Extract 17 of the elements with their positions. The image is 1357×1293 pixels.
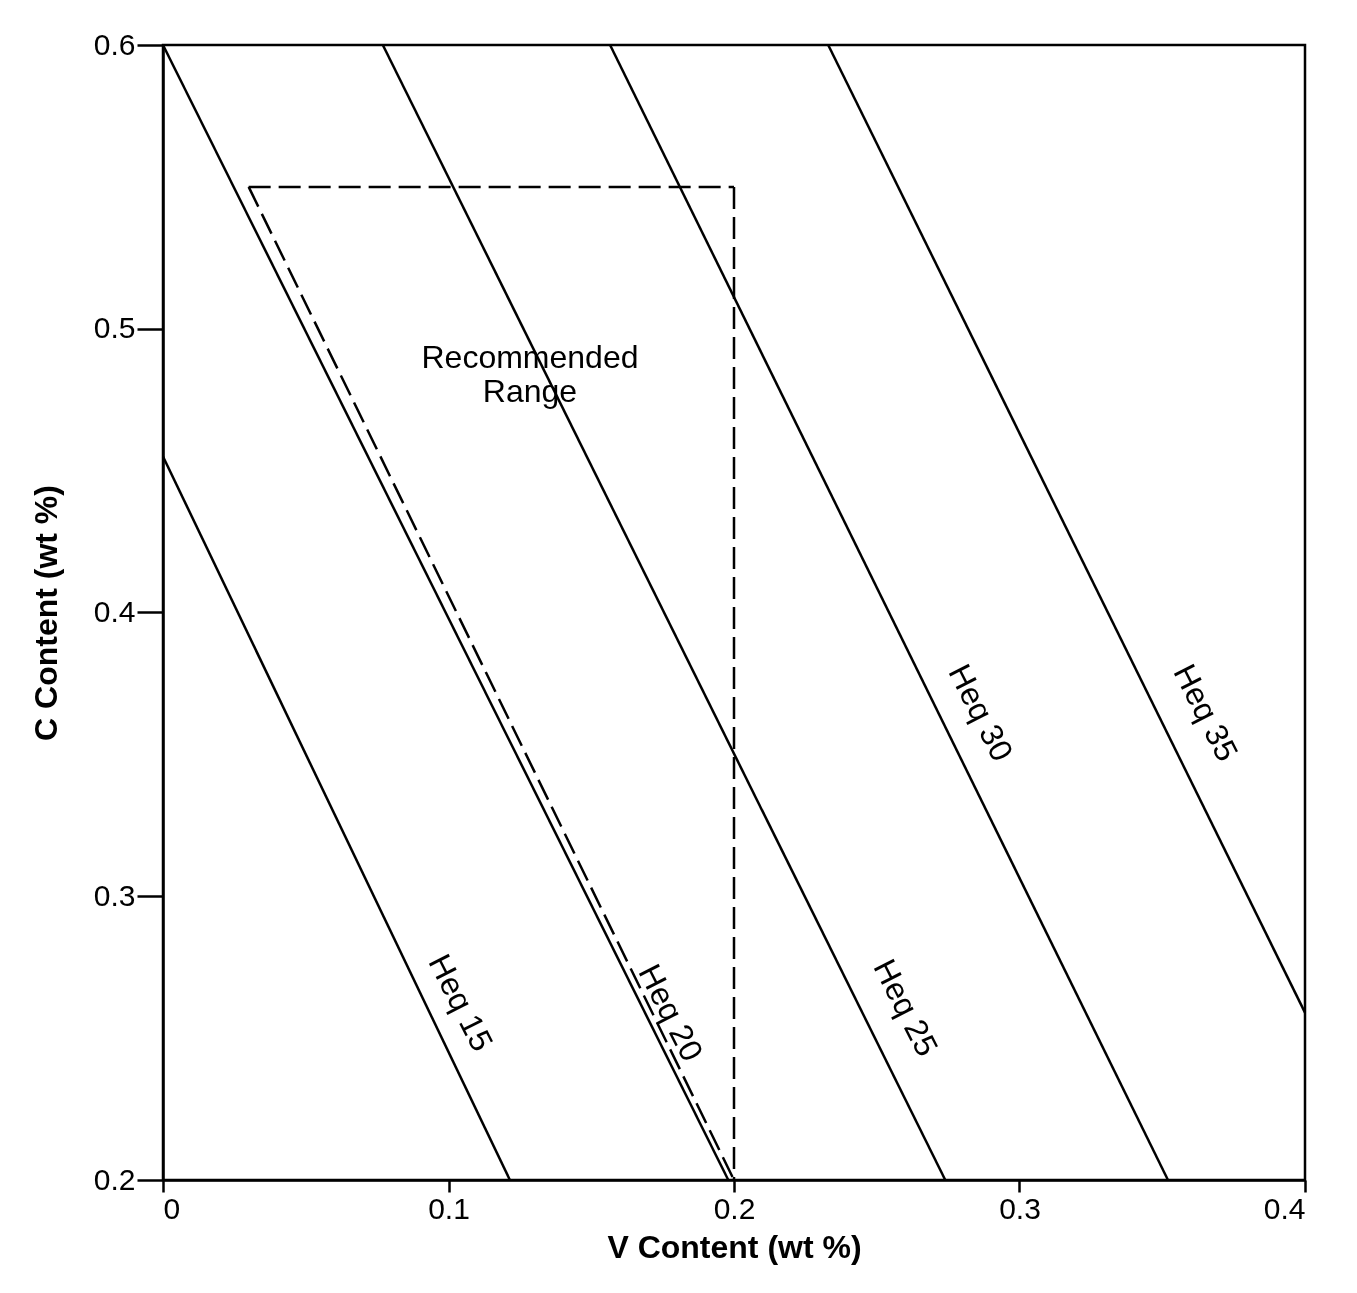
y-axis-title: C Content (wt %): [27, 485, 64, 741]
y-tick-label: 0.5: [93, 311, 136, 345]
annotation: Heq 25: [866, 953, 946, 1062]
x-axis-title: V Content (wt %): [607, 1228, 862, 1265]
annotation: Heq 30: [941, 658, 1021, 767]
x-tick-label: 0.2: [713, 1191, 756, 1225]
y-tick-label: 0.6: [93, 27, 136, 61]
x-tick-label: 0.3: [999, 1191, 1041, 1225]
y-tick-label: 0.2: [93, 1162, 136, 1196]
y-tick-label: 0.4: [93, 595, 136, 628]
x-tick-label: 0.1: [428, 1191, 470, 1225]
annotation: Heq 15: [421, 948, 501, 1057]
x-tick-label: 0.4: [1263, 1191, 1306, 1225]
annotation: Heq 20: [631, 958, 711, 1067]
y-tick-label: 0.3: [93, 878, 136, 912]
annotation: Heq 35: [1166, 658, 1246, 767]
x-tick-label: 0: [163, 1191, 181, 1225]
